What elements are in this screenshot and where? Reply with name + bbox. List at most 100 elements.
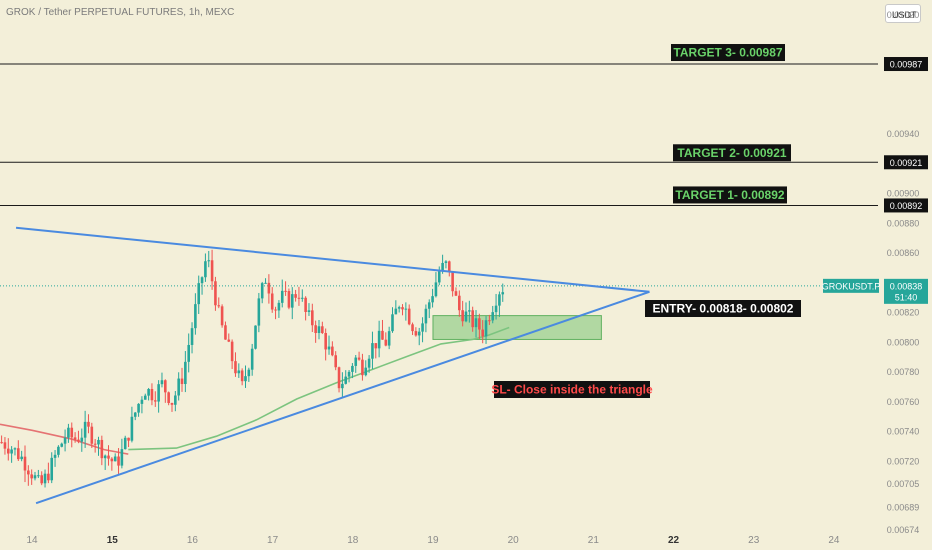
candle-body [314, 325, 317, 334]
candle-body [210, 260, 214, 282]
candle-body [311, 310, 314, 326]
entry-zone [432, 315, 602, 340]
y-tick-label: 0.01020 [887, 10, 920, 20]
entry-label-bg [645, 300, 801, 317]
candle-body [93, 443, 97, 445]
candle-body [488, 320, 491, 322]
candle-body [267, 282, 271, 294]
candle-body [304, 297, 307, 312]
candle-body [204, 261, 207, 278]
candle-body [494, 305, 498, 313]
bar-countdown: 51:40 [895, 292, 918, 302]
candle-body [230, 341, 234, 362]
candle-body [27, 470, 30, 475]
candle-body [80, 437, 84, 442]
candle-body [13, 448, 17, 450]
candles [0, 249, 505, 488]
stop-loss-label: SL- Close inside the triangle [491, 383, 653, 397]
candle-body [421, 323, 424, 332]
symbol-price-tag [823, 278, 879, 293]
y-tick-label: 0.00780 [887, 367, 920, 377]
candle-body [30, 474, 33, 479]
candle-body [157, 384, 160, 402]
candle-body [447, 261, 451, 272]
candle-body [33, 475, 37, 479]
candle-body [387, 331, 391, 346]
candle-body [240, 370, 244, 382]
candle-body [478, 318, 481, 330]
candle-body [501, 292, 505, 295]
candle-body [297, 297, 301, 299]
candle-body [287, 291, 291, 308]
x-tick-label: 15 [107, 535, 119, 546]
candle-body [354, 357, 358, 366]
candle-body [397, 307, 401, 309]
candle-body [0, 442, 3, 444]
candle-body [357, 357, 361, 360]
y-tick-label: 0.00720 [887, 457, 920, 467]
candle-body [427, 302, 431, 309]
candle-body [237, 370, 241, 374]
candle-body [23, 456, 27, 471]
x-tick-label: 17 [267, 535, 279, 546]
candle-body [40, 475, 43, 484]
candle-body [47, 473, 50, 481]
candle-body [194, 304, 197, 329]
candle-body [361, 359, 364, 376]
candle-body [140, 399, 144, 404]
candle-body [170, 403, 174, 405]
candle-body [37, 475, 40, 477]
candle-body [43, 473, 47, 484]
entry-zone-layer [432, 315, 602, 340]
y-axis: 0.01020 0.00940 0.00900 0.00880 0.00860 0.008… [822, 10, 928, 535]
level-price-tag [884, 198, 928, 213]
candle-body [197, 283, 201, 305]
candle-body [187, 344, 190, 362]
candle-body [407, 308, 411, 325]
triangle-lower-line [35, 290, 650, 505]
stop-loss-label-bg [494, 381, 650, 398]
candle-body [123, 437, 127, 450]
candle-body [444, 261, 448, 263]
candle-body [20, 456, 23, 460]
current-price-value: 0.00838 [890, 281, 923, 291]
x-tick-label: 24 [828, 535, 840, 546]
candle-body [327, 346, 331, 350]
candle-body [184, 361, 187, 385]
y-tick-label: 0.00674 [887, 525, 920, 535]
candle-body [377, 330, 381, 349]
candle-body [367, 358, 371, 368]
candle-body [458, 295, 461, 311]
candle-body [374, 343, 378, 349]
y-tick-label: 0.00740 [887, 427, 920, 437]
candle-body [334, 355, 337, 368]
candle-body [180, 378, 184, 385]
annotation-labels: TARGET 3- 0.00987 TARGET 2- 0.00921 TARGET… [491, 44, 801, 398]
candle-body [113, 456, 117, 462]
candle-body [110, 458, 114, 462]
candle-body [220, 306, 224, 326]
symbol-label: GROKUSDT.P [822, 281, 881, 291]
y-tick-label: 0.00880 [887, 218, 920, 228]
candle-body [424, 308, 428, 324]
candle-body [143, 395, 147, 400]
candle-body [53, 454, 57, 458]
candle-body [391, 314, 394, 332]
candle-body [90, 426, 94, 444]
candle-body [147, 388, 150, 396]
y-tick-label: 0.00760 [887, 397, 920, 407]
candle-body [431, 296, 434, 303]
candle-body [461, 310, 464, 322]
x-tick-label: 19 [427, 535, 439, 546]
candle-body [83, 421, 87, 438]
level-price-tag [884, 57, 928, 72]
currency-button[interactable]: USDT [885, 4, 921, 23]
candle-body [317, 326, 321, 334]
candle-body [294, 294, 297, 298]
candle-body [6, 448, 10, 454]
candle-body [164, 380, 167, 393]
candle-body [384, 339, 388, 346]
target-3-label: TARGET 3- 0.00987 [673, 46, 782, 60]
candle-body [491, 312, 495, 321]
